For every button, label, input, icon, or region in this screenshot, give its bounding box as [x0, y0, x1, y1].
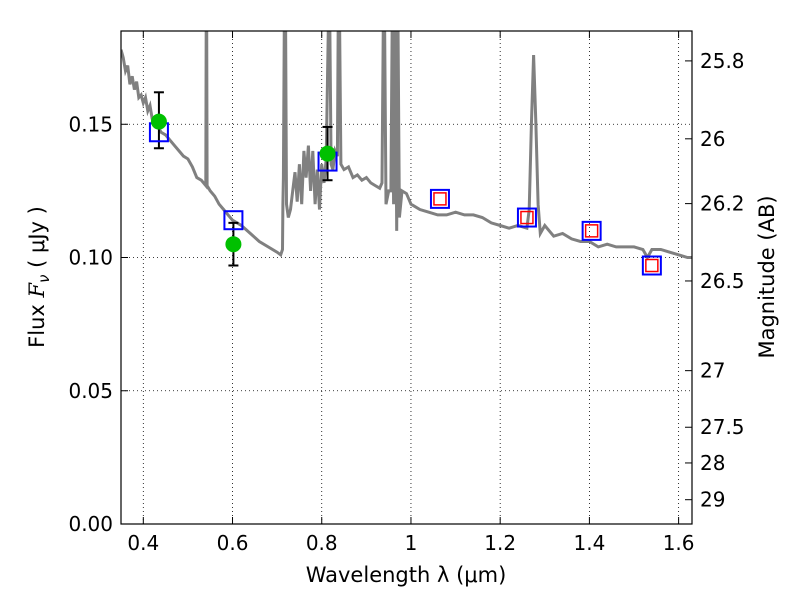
markers [148, 91, 662, 276]
plot-frame [120, 30, 693, 525]
red-data-square [645, 258, 659, 273]
right-tick-label: 26.2 [700, 192, 745, 216]
right-tick-label: 27.5 [700, 415, 745, 439]
x-tick-label: 0.6 [217, 531, 249, 555]
right-tick-label: 25.8 [700, 49, 745, 73]
y-tick-label: 0.10 [68, 246, 113, 270]
observed-point [225, 236, 242, 253]
series-layer [121, 31, 692, 276]
y-label-variable: F [25, 282, 49, 299]
y-label-prefix: Flux [25, 298, 49, 348]
right-tick-label: 29 [700, 488, 725, 512]
x-tick-label: 1 [405, 531, 418, 555]
x-tick-label: 0.4 [127, 531, 159, 555]
model-photometry-square [581, 220, 602, 241]
observed-point [319, 145, 336, 162]
red-data-square [433, 192, 447, 206]
red-data-square [584, 224, 599, 238]
red-data-square [520, 210, 534, 225]
model-photometry-square [641, 255, 662, 276]
model-photometry-square [223, 210, 244, 231]
x-tick-label: 1.6 [663, 531, 695, 555]
y-tick-label: 0.05 [68, 379, 113, 403]
right-tick-label: 26 [700, 127, 725, 151]
sed-model-line [121, 31, 692, 261]
y-axis-label-left: Flux Fν ( μJy ) [25, 206, 53, 348]
right-tick-label: 26.5 [700, 269, 745, 293]
y-tick-label: 0.15 [68, 112, 113, 136]
x-tick-label: 0.8 [306, 531, 338, 555]
model-photometry-square [516, 207, 537, 228]
observed-point [150, 113, 167, 130]
x-axis-label: Wavelength λ (μm) [306, 563, 507, 587]
axes: 0.4 0.6 0.8 1 1.2 1.4 1.6 0.00 0.05 0.10 0.15 25.8 2… [68, 31, 745, 555]
right-tick-label: 27 [700, 359, 725, 383]
y-axis-label-right: Magnitude (AB) [755, 195, 779, 358]
x-tick-label: 1.4 [573, 531, 605, 555]
x-tick-label: 1.2 [484, 531, 516, 555]
y-label-suffix: ( μJy ) [25, 206, 49, 274]
model-photometry-square [429, 188, 450, 209]
right-tick-label: 28 [700, 451, 725, 475]
y-label-subscript: ν [35, 275, 53, 283]
y-tick-label: 0.00 [68, 512, 113, 536]
